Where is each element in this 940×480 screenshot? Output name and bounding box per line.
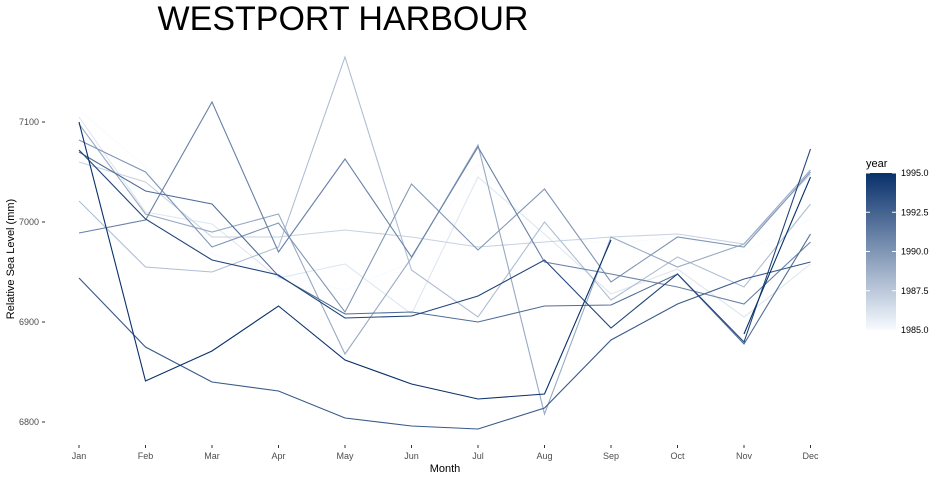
y-tick-label: 6900 xyxy=(19,317,39,327)
series-line-1992 xyxy=(78,151,811,345)
x-tick-label: Dec xyxy=(802,451,819,461)
series-line-1994 xyxy=(78,148,812,344)
x-tick-label: Mar xyxy=(204,451,220,461)
series-line-1986 xyxy=(78,116,811,318)
series-line-1988 xyxy=(78,55,811,318)
x-tick-label: Apr xyxy=(271,451,285,461)
x-tick-label: May xyxy=(336,451,354,461)
legend-tick-label: 1985.0 xyxy=(901,325,929,335)
legend-colorbar xyxy=(866,173,896,330)
plot-area xyxy=(78,55,812,430)
legend-tick-label: 1995.0 xyxy=(901,168,929,178)
y-tick-label: 7000 xyxy=(19,217,39,227)
x-tick-label: Nov xyxy=(736,451,753,461)
y-tick-label: 7100 xyxy=(19,117,39,127)
x-tick-label: Aug xyxy=(536,451,552,461)
series-line-1990 xyxy=(78,139,811,314)
series-line-1987 xyxy=(78,161,811,248)
series-line-1991 xyxy=(78,100,811,305)
series-line-1995 xyxy=(78,121,812,400)
legend-tick-label: 1992.5 xyxy=(901,207,929,217)
x-axis-label: Month xyxy=(430,463,461,475)
x-axis: Jan Feb Mar Apr May Jun Jul Aug Sep Oct Nov Dec xyxy=(72,445,819,461)
y-tick-label: 6800 xyxy=(19,417,39,427)
series-line-1989 xyxy=(78,123,811,416)
y-axis: 6800 6900 7000 7100 xyxy=(19,117,45,427)
y-axis-label: Relative Sea Level (mm) xyxy=(5,199,17,319)
x-tick-label: Jul xyxy=(472,451,484,461)
series-line-1985 xyxy=(78,109,811,291)
legend-tick-label: 1990.0 xyxy=(901,247,929,257)
x-tick-label: Oct xyxy=(670,451,685,461)
x-tick-label: Feb xyxy=(138,451,154,461)
legend-tick-label: 1987.5 xyxy=(901,286,929,296)
x-tick-label: Jan xyxy=(72,451,87,461)
x-tick-label: Jun xyxy=(404,451,419,461)
legend: year 1985.0 1987.5 1990.0 1992.5 1995.0 xyxy=(866,158,929,335)
chart-title: WESTPORT HARBOUR xyxy=(158,0,529,38)
x-tick-label: Sep xyxy=(603,451,619,461)
legend-title: year xyxy=(866,158,888,170)
series-line-1993 xyxy=(78,261,811,430)
